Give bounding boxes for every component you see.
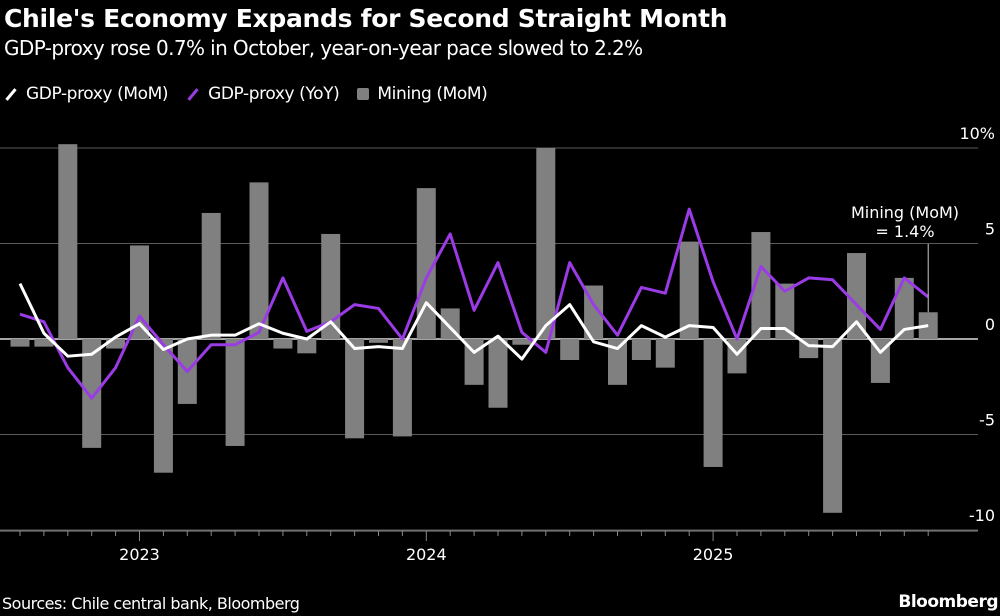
bar-mining	[82, 339, 102, 448]
bloomberg-logo: Bloomberg	[898, 592, 998, 612]
legend-swatch-mining	[357, 88, 370, 100]
bar-mining	[727, 339, 747, 374]
bar-mining	[369, 339, 388, 343]
line-gdp-yoy	[19, 207, 930, 400]
annotation-line1: Mining (MoM)	[851, 203, 959, 222]
bar-mining	[249, 182, 269, 339]
bar-mining	[823, 339, 843, 513]
annotation-line2: = 1.4%	[875, 222, 934, 241]
bar-mining	[345, 339, 365, 439]
bar-mining	[130, 245, 149, 339]
bar-mining	[870, 339, 890, 383]
legend-label-mining: Mining (MoM)	[377, 84, 488, 104]
bar-mining	[703, 339, 723, 467]
chart-title: Chile's Economy Expands for Second Strai…	[4, 4, 728, 33]
bar-mining	[679, 241, 699, 339]
bar-mining	[153, 339, 173, 473]
bar-mining	[847, 253, 866, 339]
bar-mining	[631, 339, 651, 361]
bar-mining	[512, 339, 532, 345]
bar-mining	[225, 339, 245, 446]
bar-mining	[297, 339, 317, 354]
bar-mining	[321, 233, 341, 339]
bar-mining	[655, 339, 675, 368]
legend: GDP-proxy (MoM) GDP-proxy (YoY) Mining (…	[4, 84, 488, 104]
x-tick-label: 2024	[406, 545, 447, 564]
bar-mining	[751, 232, 771, 339]
bar-mining	[201, 212, 221, 339]
bar-mining	[894, 277, 914, 339]
legend-item-yoy: GDP-proxy (YoY)	[186, 84, 340, 104]
legend-item-mom: GDP-proxy (MoM)	[4, 84, 168, 104]
bar-mining	[273, 339, 293, 349]
bar-mining	[34, 339, 54, 347]
bar-mining	[416, 188, 436, 339]
bar-mining	[10, 339, 30, 347]
source-note: Sources: Chile central bank, Bloomberg	[2, 594, 300, 613]
bar-mining	[488, 339, 508, 408]
y-tick-label: 0	[985, 315, 995, 334]
line-gdp-mom	[18, 282, 929, 361]
bar-mining	[536, 148, 556, 339]
legend-label-yoy: GDP-proxy (YoY)	[208, 84, 340, 104]
y-tick-label: 5	[985, 220, 995, 239]
bar-mining	[775, 283, 795, 339]
chart-subtitle: GDP-proxy rose 0.7% in October, year-on-…	[4, 36, 643, 60]
bar-mining	[58, 144, 78, 339]
y-tick-label: -5	[979, 411, 995, 430]
bar-mining	[106, 339, 126, 349]
y-tick-label: 10%	[959, 124, 995, 143]
bar-mining	[392, 339, 412, 437]
bar-mining	[560, 339, 580, 361]
x-tick-label: 2023	[119, 545, 160, 564]
legend-label-mom: GDP-proxy (MoM)	[26, 84, 169, 104]
legend-item-mining: Mining (MoM)	[357, 84, 488, 104]
y-tick-label: -10	[969, 506, 995, 525]
x-tick-label: 2025	[693, 545, 734, 564]
bar-mining	[608, 339, 627, 385]
